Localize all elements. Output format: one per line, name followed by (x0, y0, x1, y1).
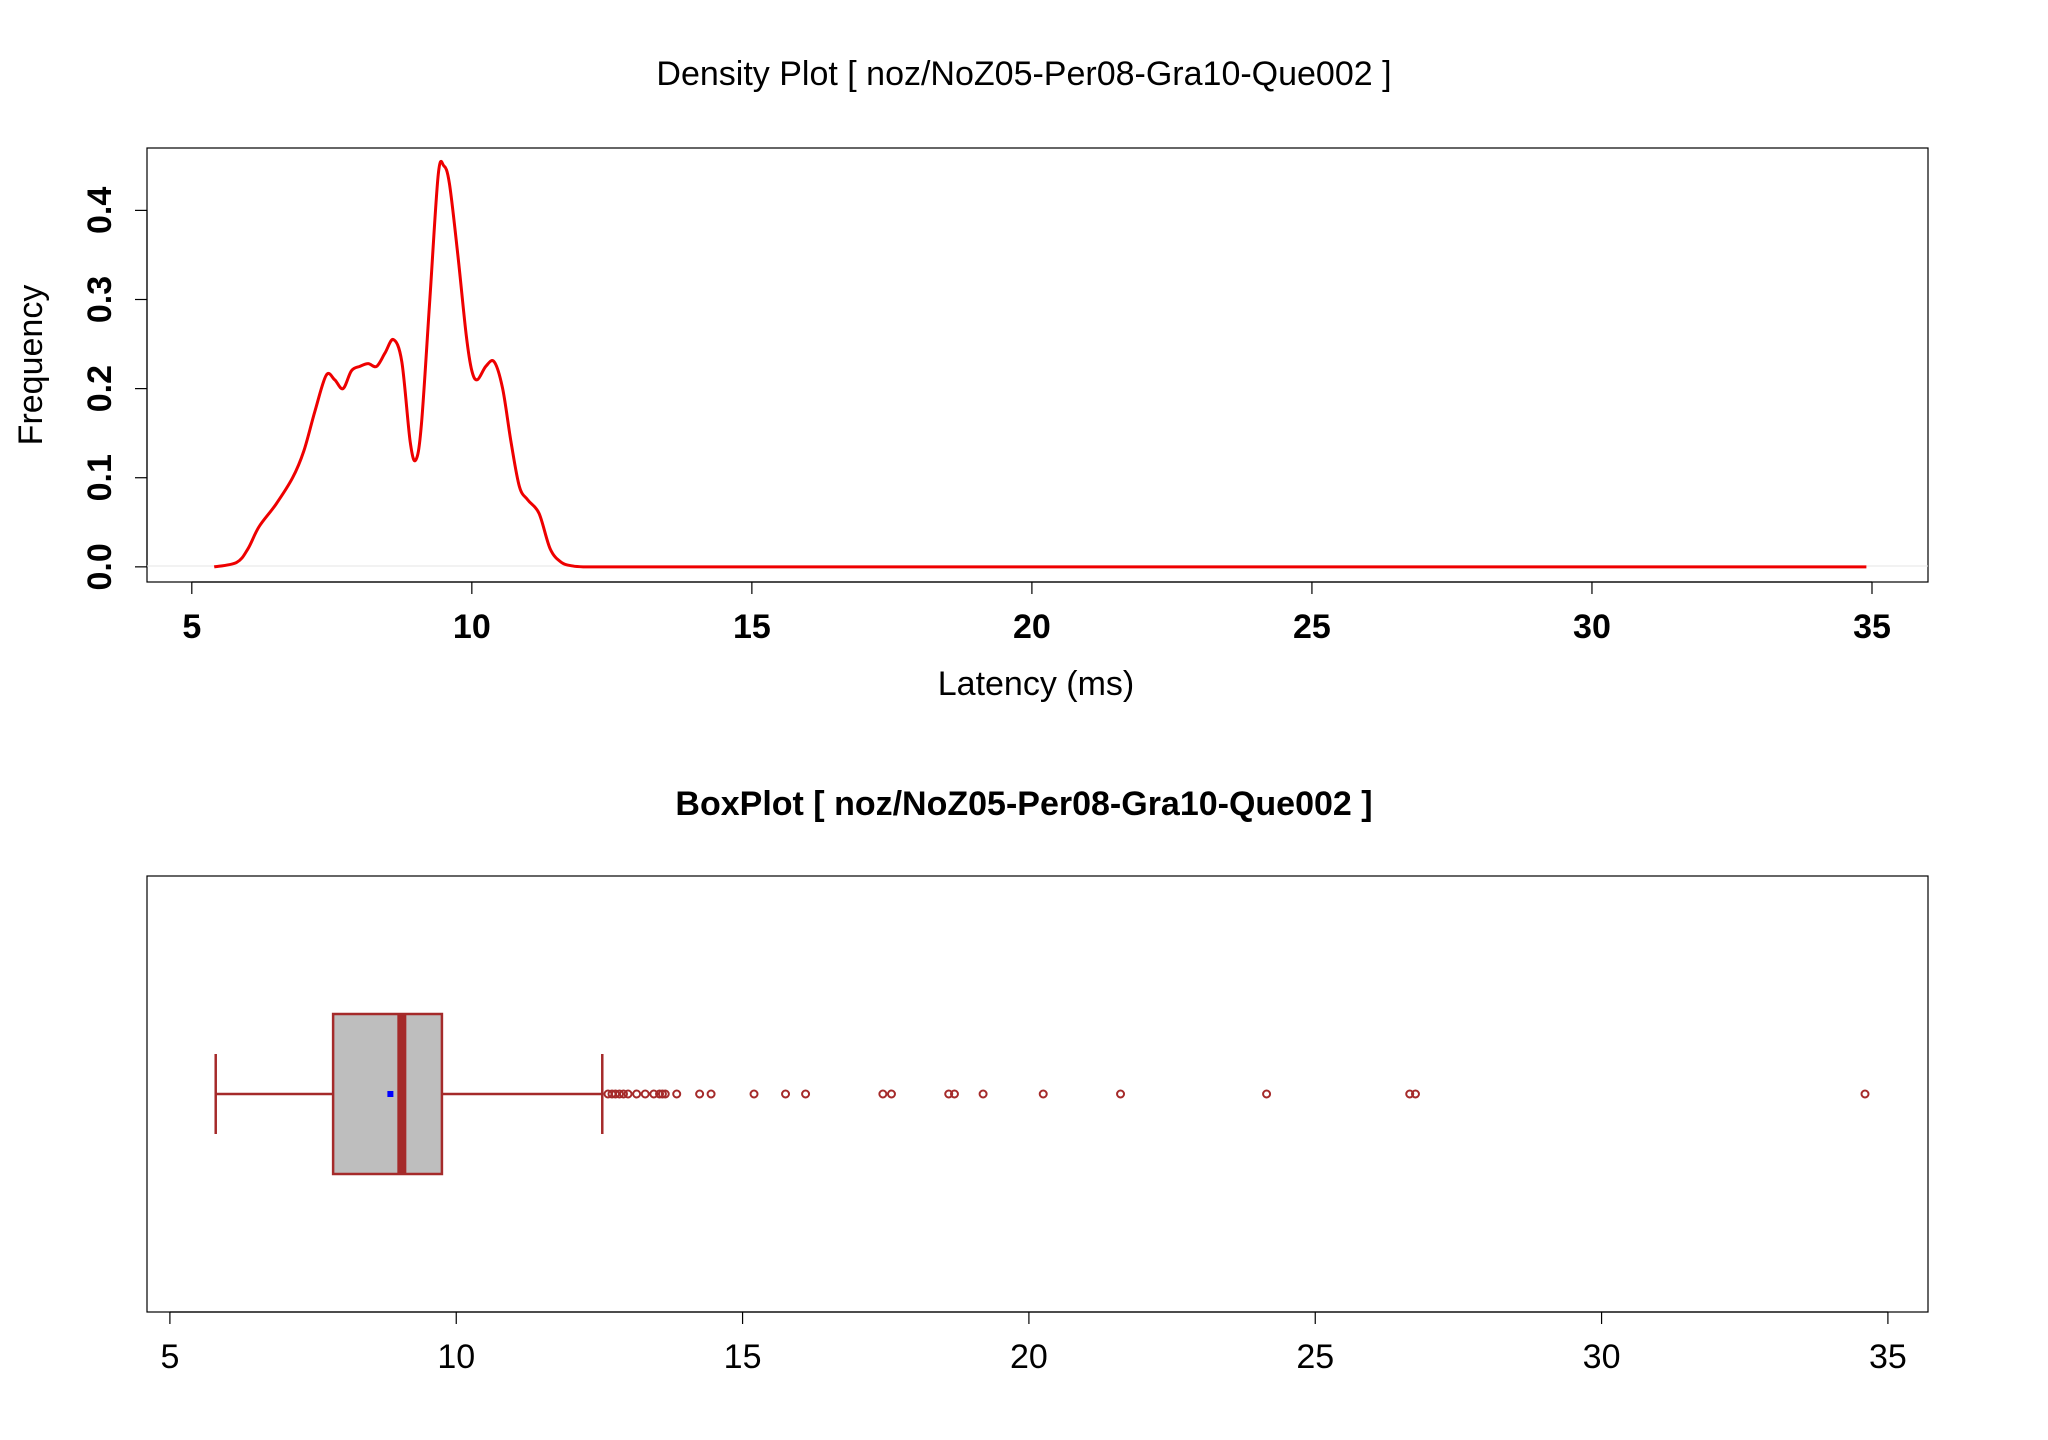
density-series-line (213, 159, 1867, 569)
boxplot-outlier-point (632, 1089, 642, 1099)
boxplot-outlier-point (1860, 1089, 1870, 1099)
density-y-tick-label: 0.2 (81, 365, 119, 412)
density-x-tick-label: 30 (1573, 608, 1611, 646)
boxplot-outlier-point (672, 1089, 682, 1099)
density-y-tick-label: 0.1 (81, 454, 119, 501)
boxplot-outlier-point (660, 1089, 670, 1099)
boxplot-outlier-point (1038, 1089, 1048, 1099)
boxplot-outlier-point (657, 1089, 667, 1099)
boxplot-outlier-point (610, 1089, 620, 1099)
boxplot-outlier-point (944, 1089, 954, 1099)
density-x-tick-label: 15 (733, 608, 771, 646)
boxplot-x-tick-label: 15 (724, 1338, 762, 1376)
boxplot-outlier-point (801, 1089, 811, 1099)
boxplot-outlier-point (878, 1089, 888, 1099)
boxplot-outlier-point (1405, 1089, 1415, 1099)
boxplot-outlier-point (623, 1089, 633, 1099)
density-title: Density Plot [ noz/NoZ05-Per08-Gra10-Que… (656, 55, 1391, 93)
boxplot-outlier-point (655, 1089, 665, 1099)
boxplot-outliers (603, 1089, 1870, 1099)
boxplot-mean-marker (387, 1091, 394, 1097)
boxplot-x-tick-label: 10 (437, 1338, 475, 1376)
boxplot-x-tick-label: 5 (160, 1338, 179, 1376)
density-x-tick-label: 25 (1293, 608, 1331, 646)
density-x-label: Latency (ms) (938, 665, 1135, 703)
boxplot-x-tick-label: 20 (1010, 1338, 1048, 1376)
density-y-tick-label: 0.3 (81, 276, 119, 323)
density-y-axis: 0.0 0.1 0.2 0.3 0.4 (81, 187, 148, 590)
boxplot-x-tick-label: 25 (1296, 1338, 1334, 1376)
density-y-label: Frequency (12, 285, 50, 446)
boxplot-outlier-point (978, 1089, 988, 1099)
density-plot: Density Plot [ noz/NoZ05-Per08-Gra10-Que… (12, 55, 1929, 703)
boxplot-body (214, 1012, 604, 1176)
boxplot-outlier-point (618, 1089, 628, 1099)
boxplot-outlier-point (749, 1089, 759, 1099)
density-x-tick-label: 5 (182, 608, 201, 646)
boxplot-outlier-point (949, 1089, 959, 1099)
density-plot-frame (146, 147, 1929, 583)
density-y-tick-label: 0.0 (81, 543, 119, 590)
boxplot-outlier-point (649, 1089, 659, 1099)
density-x-axis: 5 10 15 20 25 30 35 (182, 581, 1891, 646)
boxplot-outlier-point (1410, 1089, 1420, 1099)
density-y-tick-label: 0.4 (81, 187, 119, 234)
boxplot-outlier-point (1116, 1089, 1126, 1099)
density-x-tick-label: 20 (1013, 608, 1051, 646)
boxplot-outlier-point (614, 1089, 624, 1099)
density-x-tick-label: 10 (453, 608, 491, 646)
boxplot-x-axis: 5 10 15 20 25 30 35 (160, 1311, 1907, 1376)
boxplot-outlier-point (695, 1089, 705, 1099)
box-plot: BoxPlot [ noz/NoZ05-Per08-Gra10-Que002 ]… (146, 785, 1929, 1376)
boxplot-outlier-point (886, 1089, 896, 1099)
boxplot-title: BoxPlot [ noz/NoZ05-Per08-Gra10-Que002 ] (675, 785, 1372, 823)
boxplot-outlier-point (640, 1089, 650, 1099)
boxplot-x-tick-label: 30 (1583, 1338, 1621, 1376)
density-x-tick-label: 35 (1853, 608, 1891, 646)
boxplot-outlier-point (781, 1089, 791, 1099)
boxplot-x-tick-label: 35 (1869, 1338, 1907, 1376)
boxplot-outlier-point (706, 1089, 716, 1099)
boxplot-outlier-point (1262, 1089, 1272, 1099)
